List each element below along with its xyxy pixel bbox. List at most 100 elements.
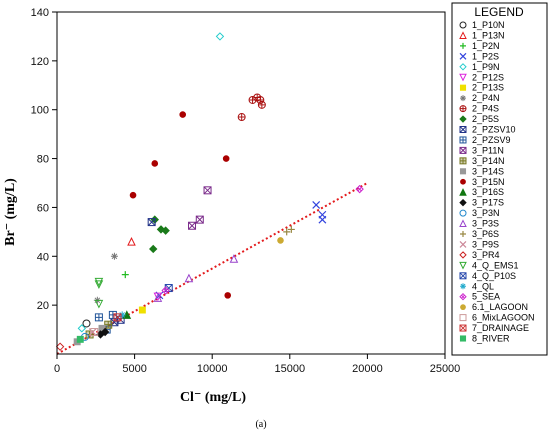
data-point-3-p15n-2 [151, 160, 159, 167]
legend-marker [459, 241, 467, 248]
legend-marker [459, 52, 467, 60]
legend-marker [459, 324, 467, 332]
y-tick-label: 140 [31, 7, 49, 19]
trend-line [56, 182, 368, 355]
legend-marker [459, 292, 467, 301]
legend: LEGEND 1_P10N1_P13N1_P2N1_P2S1_P9N2_P12S… [451, 2, 548, 356]
data-point-3-p3s-0 [229, 254, 239, 263]
legend-label: 2_P4N [472, 93, 500, 103]
legend-label: 2_P13S [472, 83, 504, 93]
x-axis-title: Cl⁻ (mg/L) [180, 390, 246, 405]
legend-item-3-p11n: 3_P11N [459, 145, 504, 155]
legend-marker [459, 115, 467, 123]
legend-marker [459, 261, 467, 270]
legend-item-4-q-p10s: 4_Q_P10S [459, 271, 516, 281]
figure-caption: (a) [255, 419, 266, 430]
data-point-1-p2s-2 [318, 210, 327, 219]
data-point-6-mixlagoon-0 [90, 328, 99, 337]
y-tick-label: 40 [37, 251, 49, 263]
data-point-5-sea-1 [161, 286, 170, 295]
legend-item-3-p14s: 3_P14S [459, 166, 504, 176]
data-point-2-p13s-0 [138, 306, 146, 314]
data-point-1-p9n-1 [77, 324, 87, 333]
legend-marker [460, 178, 466, 185]
legend-item-3-pr4: 3_PR4 [459, 250, 500, 260]
legend-item-4-ql: 4_QL [460, 281, 494, 291]
legend-marker [459, 146, 467, 154]
legend-label: 2_P5S [472, 114, 499, 124]
legend-label: 1_P10N [472, 20, 505, 30]
legend-item-6-mixlagoon: 6_MixLAGOON [459, 313, 535, 323]
legend-label: 3_P6S [472, 229, 499, 239]
x-tick-label: 25000 [430, 363, 461, 375]
y-axis-title: Br⁻ (mg/L) [3, 178, 18, 246]
data-point-2-pzsv9-0 [94, 313, 103, 322]
legend-label: 4_Q_P10S [472, 271, 516, 281]
legend-item-5-sea: 5_SEA [459, 292, 500, 302]
legend-item-6-1-lagoon: 6.1_LAGOON [460, 302, 528, 312]
legend-label: 6_MixLAGOON [472, 313, 535, 323]
legend-marker [459, 105, 467, 113]
legend-marker [459, 126, 467, 133]
data-point-2-p12s-0 [153, 292, 163, 302]
legend-label: 2_P4S [472, 104, 499, 114]
data-point-2-pzsv10-0 [147, 218, 156, 227]
legend-label: 1_P2N [472, 41, 500, 51]
data-point-5-sea-0 [355, 184, 364, 194]
legend-label: 8_RIVER [472, 334, 510, 344]
data-point-3-p11n-0 [203, 186, 212, 195]
data-point-1-p9n-0 [215, 32, 225, 41]
legend-item-2-p12s: 2_P12S [459, 72, 504, 82]
legend-item-2-pzsv9: 2_PZSV9 [459, 135, 511, 145]
legend-label: 3_P14N [472, 156, 505, 166]
legend-marker [459, 188, 467, 196]
y-tick-label: 100 [31, 105, 49, 117]
legend-marker [459, 335, 467, 342]
legend-label: 3_P9S [472, 239, 499, 249]
legend-marker [459, 157, 467, 165]
legend-label: 3_P11N [472, 145, 504, 155]
data-point-2-p4n-0 [110, 252, 118, 260]
legend-marker [460, 283, 466, 290]
data-point-3-p11n-2 [188, 221, 197, 230]
legend-label: 5_SEA [472, 292, 500, 302]
legend-label: 3_P16S [472, 187, 504, 197]
data-point-2-p4s-1 [248, 95, 257, 104]
legend-marker [459, 168, 467, 175]
legend-marker [459, 84, 467, 91]
legend-label: 2_PZSV9 [472, 135, 511, 145]
legend-item-2-pzsv10: 2_PZSV10 [459, 125, 516, 135]
legend-item-3-p6s: 3_P6S [460, 229, 499, 239]
legend-label: 2_P12S [472, 72, 504, 82]
legend-label: 1_P9N [472, 62, 500, 72]
legend-marker [459, 219, 467, 228]
legend-label: 3_P3S [472, 219, 499, 229]
data-point-1-p2n-0 [121, 271, 129, 279]
x-tick-label: 15000 [275, 363, 306, 375]
legend-item-7-drainage: 7_DRAINAGE [459, 323, 529, 333]
legend-item-1-p2s: 1_P2S [459, 51, 499, 61]
data-point-7-drainage-0 [113, 313, 122, 322]
legend-label: 3_P15N [472, 177, 505, 187]
legend-label: 6.1_LAGOON [472, 302, 528, 312]
legend-marker [460, 304, 466, 311]
legend-marker [459, 198, 467, 207]
legend-item-4-q-ems1: 4_Q_EMS1 [459, 260, 519, 270]
legend-label: 3_P3N [472, 208, 500, 218]
legend-title: LEGEND [474, 5, 524, 19]
legend-item-1-p13n: 1_P13N [459, 30, 505, 40]
data-point-3-p15n-3 [129, 191, 137, 199]
data-point-4-q-ems1-1 [94, 280, 104, 289]
y-tick-label: 60 [37, 202, 49, 214]
y-tick-label: 80 [37, 154, 49, 166]
data-point-3-p15n-0 [179, 111, 187, 118]
data-point-2-p5s-1 [149, 244, 158, 254]
y-tick-label: 120 [31, 56, 49, 68]
data-point-3-p17s-1 [100, 327, 110, 337]
legend-item-2-p13s: 2_P13S [459, 83, 504, 93]
data-point-2-p4s-4 [237, 113, 246, 122]
legend-item-3-p14n: 3_P14N [459, 156, 505, 166]
legend-label: 4_Q_EMS1 [472, 260, 519, 270]
data-point-4-ql-0 [118, 311, 126, 319]
